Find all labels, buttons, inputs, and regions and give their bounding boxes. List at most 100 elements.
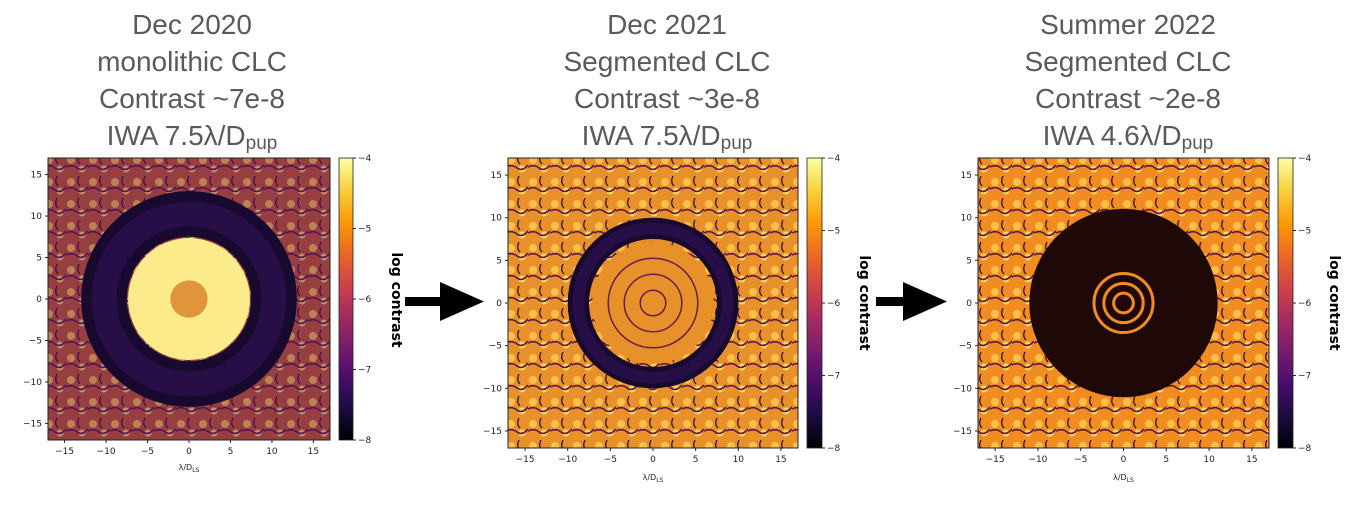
x-tick-label: 0: [1121, 455, 1127, 465]
colorbar-tick-label: −7: [827, 372, 840, 382]
y-tick-label: 10: [961, 214, 973, 224]
y-tick-label: −10: [23, 378, 42, 388]
x-tick-label: 5: [693, 455, 699, 465]
x-tick-label: −15: [986, 455, 1005, 465]
central-core: [592, 242, 714, 364]
panel-3-title-line-2: Segmented CLC: [1024, 46, 1232, 77]
panel-2-iwa: IWA 7.5λ/Dpup: [581, 120, 753, 154]
y-tick-label: 10: [31, 212, 43, 222]
x-tick-label: 15: [775, 455, 786, 465]
y-tick-label: −15: [483, 427, 502, 437]
core-ring-3: [1112, 291, 1135, 315]
core-ring-2: [623, 273, 683, 333]
panel-1-title-line-3: Contrast ~7e-8: [99, 83, 285, 114]
x-tick-label: 15: [1246, 455, 1257, 465]
x-tick-label: 15: [308, 447, 319, 457]
colorbar-tick-label: −6: [827, 299, 841, 309]
heatmap-image: [978, 158, 1269, 448]
y-tick-label: −5: [29, 336, 42, 346]
core-ring-1: [607, 257, 699, 349]
colorbar: [338, 157, 354, 441]
x-tick-label: 0: [650, 455, 656, 465]
y-tick-label: 0: [496, 299, 502, 309]
y-tick-label: −10: [483, 384, 502, 394]
y-tick-label: 0: [36, 295, 42, 305]
x-tick-label: −10: [558, 455, 577, 465]
core-ring-2: [1102, 281, 1145, 325]
colorbar-tick-label: −5: [1298, 227, 1311, 237]
x-tick-label: 10: [266, 447, 278, 457]
colorbar-label: log contrast: [856, 255, 872, 351]
colorbar-label: log contrast: [1326, 255, 1342, 351]
chart-panel-3: −15 −10 −5 0 5 10 15 15 10 5 0 −5 −10 −15 λ/DLS −4 −5 −6 −…: [953, 154, 1342, 484]
panel-1-title-line-1: Dec 2020: [132, 9, 252, 40]
arrow-1-icon: [405, 282, 484, 321]
colorbar-tick-label: −8: [358, 436, 372, 446]
colorbar-tick-label: −4: [1298, 154, 1312, 164]
panel-2-title-line-2: Segmented CLC: [563, 46, 771, 77]
x-tick-label: −15: [55, 447, 74, 457]
colorbar-tick-label: −4: [827, 154, 841, 164]
central-spot: [170, 280, 208, 318]
x-axis-label: λ/DLS: [179, 463, 200, 474]
x-tick-label: −5: [1074, 455, 1087, 465]
x-tick-label: −10: [1028, 455, 1047, 465]
dark-hole-texture: [91, 201, 287, 397]
colorbar-tick-label: −5: [358, 225, 371, 235]
colorbar-tick-label: −5: [827, 227, 840, 237]
y-tick-label: 15: [491, 171, 502, 181]
panel-1-iwa: IWA 7.5λ/Dpup: [106, 120, 278, 154]
panel-2-title-line-3: Contrast ~3e-8: [574, 83, 760, 114]
panel-1-title: Dec 2020 monolithic CLC Contrast ~7e-8 I…: [42, 6, 342, 162]
y-tick-label: −10: [953, 384, 972, 394]
colorbar-label: log contrast: [388, 252, 404, 348]
colorbar-tick-label: −6: [1298, 299, 1312, 309]
panel-2-title-line-1: Dec 2021: [607, 9, 727, 40]
y-tick-label: 15: [31, 171, 42, 181]
core-ring-3: [639, 289, 667, 317]
colorbar-tick-label: −7: [358, 366, 371, 376]
colorbar-tick-label: −6: [358, 295, 372, 305]
x-tick-label: 10: [1203, 455, 1215, 465]
chart-panel-1: −15 −10 −5 0 5 10 15 15 10 5 0 −5 −10 −15 λ/DLS −4 −5 −6 −…: [23, 154, 404, 474]
y-tick-label: 5: [36, 254, 42, 264]
x-tick-label: 10: [733, 455, 745, 465]
colorbar: [806, 157, 823, 449]
core-ring-1: [1092, 271, 1155, 335]
panel-3-iwa: IWA 4.6λ/Dpup: [1042, 120, 1214, 154]
dark-hole: [1029, 208, 1218, 398]
heatmap-image: [48, 158, 330, 440]
panel-2-title: Dec 2021 Segmented CLC Contrast ~3e-8 IW…: [517, 6, 817, 162]
y-tick-label: −5: [959, 342, 972, 352]
colorbar-tick-label: −8: [827, 444, 841, 454]
colorbar-tick-label: −4: [358, 154, 372, 164]
arrow-2-icon: [876, 282, 947, 321]
x-axis-label: λ/DLS: [1113, 473, 1134, 484]
x-tick-label: 5: [228, 447, 234, 457]
y-tick-label: 5: [966, 256, 972, 266]
x-tick-label: −5: [604, 455, 617, 465]
colorbar: [1277, 157, 1294, 449]
x-axis-label: λ/DLS: [643, 473, 664, 484]
panel-3-title-line-1: Summer 2022: [1040, 9, 1216, 40]
x-tick-label: 5: [1163, 455, 1169, 465]
y-tick-label: 0: [966, 299, 972, 309]
panel-3-title-line-3: Contrast ~2e-8: [1035, 83, 1221, 114]
x-tick-label: −15: [516, 455, 535, 465]
y-tick-label: −5: [489, 342, 502, 352]
y-tick-label: −15: [23, 419, 42, 429]
dark-hole-texture: [572, 222, 734, 384]
colorbar-tick-label: −8: [1298, 444, 1312, 454]
panel-1-title-line-2: monolithic CLC: [97, 46, 287, 77]
y-tick-label: 10: [491, 214, 503, 224]
x-tick-label: 0: [186, 447, 192, 457]
x-tick-label: −5: [141, 447, 154, 457]
x-tick-label: −10: [97, 447, 116, 457]
y-tick-label: 5: [496, 256, 502, 266]
colorbar-tick-label: −7: [1298, 372, 1311, 382]
panel-3-title: Summer 2022 Segmented CLC Contrast ~2e-8…: [978, 6, 1278, 162]
heatmap-image: [508, 158, 798, 448]
y-tick-label: −15: [953, 427, 972, 437]
y-tick-label: 15: [961, 171, 972, 181]
